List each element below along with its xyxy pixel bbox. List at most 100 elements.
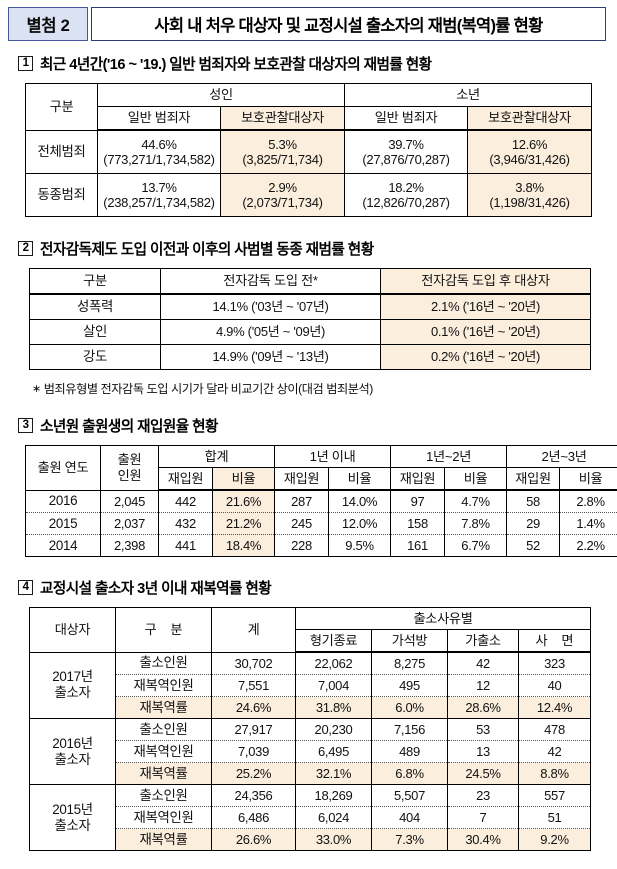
- cell-fraction: (1,198/31,426): [468, 195, 591, 210]
- cell-value: 12.6% (3,946/31,426): [468, 130, 592, 174]
- cell-value: 52: [507, 535, 560, 557]
- table-prison-reincarceration: 대상자 구 분 계 출소사유별 형기종료 가석방 가출소 사 면 2017년 출…: [29, 607, 591, 851]
- th-adult-general: 일반 범죄자: [98, 107, 221, 131]
- cell-value: 18.2% (12,826/70,287): [345, 174, 468, 217]
- cell-percent: 44.6%: [98, 137, 220, 152]
- cell-value: 31.8%: [296, 697, 372, 719]
- cell-value: 39.7% (27,876/70,287): [345, 130, 468, 174]
- cell-value: 3.8% (1,198/31,426): [468, 174, 592, 217]
- cell-value: 6,495: [296, 741, 372, 763]
- section-number-3: 3: [18, 418, 33, 433]
- cell-percent: 39.7%: [345, 137, 467, 152]
- cell-value: 44.6% (773,271/1,734,582): [98, 130, 221, 174]
- th-category: 구 분: [116, 608, 212, 653]
- group-label-line1: 2015년: [52, 802, 93, 817]
- section-number-2: 2: [18, 241, 33, 256]
- document-title-box: 사회 내 처우 대상자 및 교정시설 출소자의 재범(복역)률 현황: [91, 7, 606, 41]
- cell-value: 478: [519, 719, 591, 741]
- cell-value: 51: [519, 807, 591, 829]
- table-row: 2017년 출소자 출소인원 30,702 22,062 8,275 42 32…: [30, 652, 591, 675]
- cell-value: 42: [519, 741, 591, 763]
- cell-value: 2.2%: [560, 535, 617, 557]
- table-row: 2015 2,037 432 21.2% 245 12.0% 158 7.8% …: [26, 513, 617, 535]
- th-pardon-label: 사 면: [531, 633, 579, 648]
- cell-fraction: (238,257/1,734,582): [98, 195, 220, 210]
- cell-fraction: (3,946/31,426): [468, 152, 591, 167]
- th-group-2y-3y: 2년~3년: [507, 446, 617, 468]
- group-label-line1: 2016년: [52, 736, 93, 751]
- cell-value: 161: [391, 535, 445, 557]
- cell-value: 6,024: [296, 807, 372, 829]
- row-label-released: 출소인원: [116, 652, 212, 675]
- th-readmit-1y: 재입원: [275, 468, 329, 491]
- cell-value: 24.5%: [448, 763, 519, 785]
- section-number-1: 1: [18, 56, 33, 71]
- row-label-rate: 재복역률: [116, 697, 212, 719]
- cell-fraction: (12,826/70,287): [345, 195, 467, 210]
- th-category-label: 구 분: [140, 622, 188, 637]
- cell-value: 12.0%: [329, 513, 391, 535]
- cell-value: 27,917: [212, 719, 296, 741]
- th-gubun: 구분: [30, 269, 161, 295]
- th-rate-1y: 비율: [329, 468, 391, 491]
- asterisk-icon: ∗: [32, 383, 41, 395]
- cell-value: 30,702: [212, 652, 296, 675]
- th-readmit-total: 재입원: [159, 468, 213, 491]
- cell-value: 13: [448, 741, 519, 763]
- attachment-badge-label: 별첨 2: [27, 12, 70, 36]
- th-group-1y-2y: 1년~2년: [391, 446, 507, 468]
- row-label-same-crime: 동종범죄: [26, 174, 98, 217]
- cell-value: 7.3%: [372, 829, 448, 851]
- row-label-sexual-violence: 성폭력: [30, 294, 161, 320]
- cell-value: 495: [372, 675, 448, 697]
- th-total: 계: [212, 608, 296, 653]
- cell-value: 7.8%: [445, 513, 507, 535]
- table-recidivism-by-age: 구분 성인 소년 일반 범죄자 보호관찰대상자 일반 범죄자 보호관찰대상자 전…: [25, 83, 592, 217]
- th-before-em: 전자감독 도입 전*: [161, 269, 381, 295]
- cell-value: 489: [372, 741, 448, 763]
- group-label-line2: 출소자: [54, 818, 90, 833]
- table-row: 살인 4.9% ('05년 ~ '09년) 0.1% ('16년 ~ '20년): [30, 320, 591, 345]
- table-electronic-monitoring: 구분 전자감독 도입 전* 전자감독 도입 후 대상자 성폭력 14.1% ('…: [29, 268, 591, 370]
- cell-value: 18.4%: [213, 535, 275, 557]
- cell-value: 8,275: [372, 652, 448, 675]
- row-group-label-2016: 2016년 출소자: [30, 719, 116, 785]
- cell-value: 24,356: [212, 785, 296, 807]
- cell-value: 12.4%: [519, 697, 591, 719]
- th-sentence-complete: 형기종료: [296, 630, 372, 653]
- row-group-label-2015: 2015년 출소자: [30, 785, 116, 851]
- table-row: 성폭력 14.1% ('03년 ~ '07년) 2.1% ('16년 ~ '20…: [30, 294, 591, 320]
- section-heading-3: 3 소년원 출원생의 재입원율 현황: [18, 415, 617, 436]
- cell-value: 7,004: [296, 675, 372, 697]
- cell-value: 21.6%: [213, 490, 275, 513]
- cell-value: 432: [159, 513, 213, 535]
- cell-value: 5,507: [372, 785, 448, 807]
- th-juvenile: 소년: [345, 84, 592, 107]
- row-label-all-crime: 전체범죄: [26, 130, 98, 174]
- row-label-reincarcerated: 재복역인원: [116, 675, 212, 697]
- group-label-line1: 2017년: [52, 669, 93, 684]
- row-label-robbery: 강도: [30, 345, 161, 370]
- cell-value: 557: [519, 785, 591, 807]
- table-row: 구분 성인 소년: [26, 84, 592, 107]
- th-group-total: 합계: [159, 446, 275, 468]
- cell-value: 18,269: [296, 785, 372, 807]
- cell-value: 26.6%: [212, 829, 296, 851]
- row-label-released: 출소인원: [116, 785, 212, 807]
- row-label-murder: 살인: [30, 320, 161, 345]
- cell-percent: 13.7%: [98, 180, 220, 195]
- cell-value: 23: [448, 785, 519, 807]
- cell-value: 29: [507, 513, 560, 535]
- row-label-released: 출소인원: [116, 719, 212, 741]
- th-juvenile-general: 일반 범죄자: [345, 107, 468, 131]
- cell-value: 42: [448, 652, 519, 675]
- row-label-rate: 재복역률: [116, 829, 212, 851]
- table-row: 강도 14.9% ('09년 ~ '13년) 0.2% ('16년 ~ '20년…: [30, 345, 591, 370]
- section-number-4: 4: [18, 580, 33, 595]
- cell-value: 14.0%: [329, 490, 391, 513]
- attachment-badge: 별첨 2: [8, 7, 88, 41]
- cell-value: 20,230: [296, 719, 372, 741]
- th-target-group: 대상자: [30, 608, 116, 653]
